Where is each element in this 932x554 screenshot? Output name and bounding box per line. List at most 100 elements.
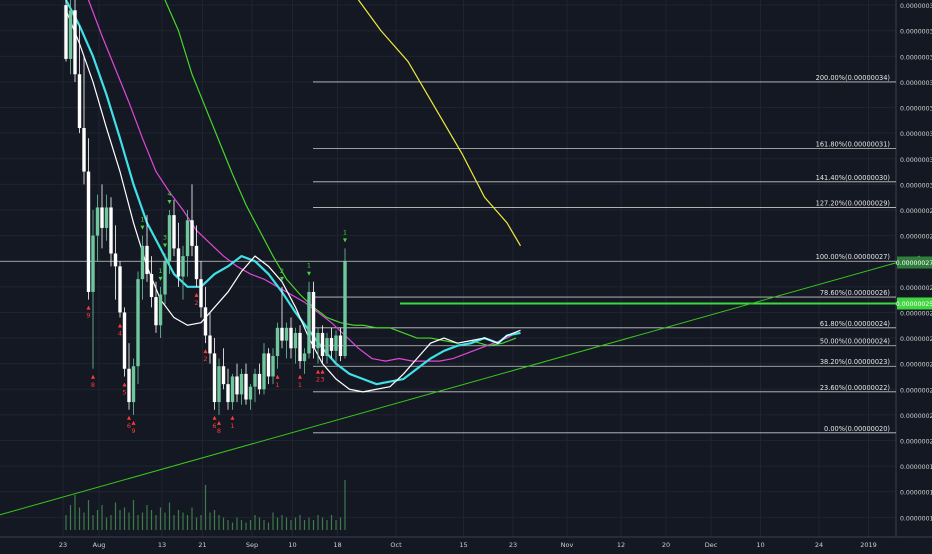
bearish-candle-body xyxy=(122,312,127,369)
td-count-label: 1 xyxy=(140,216,144,224)
volume-bar xyxy=(150,510,153,530)
price-tick-label: 0.00000032 xyxy=(900,131,932,138)
bearish-candle-body xyxy=(113,253,118,267)
td-count-label: 4 xyxy=(118,330,122,338)
volume-bar xyxy=(321,517,324,530)
td-arrow-down xyxy=(167,200,172,204)
horizontal-level-badge-label: 0.00000025 xyxy=(896,301,932,308)
volume-bar xyxy=(83,512,85,530)
volume-bar xyxy=(204,485,207,530)
volume-bar xyxy=(200,515,202,530)
bearish-candle-body xyxy=(100,207,104,228)
volume-bar xyxy=(173,515,175,530)
td-arrow-up xyxy=(86,305,91,310)
td-count-label: 2 xyxy=(280,267,284,275)
price-tick-label: 0.00000030 xyxy=(900,182,932,189)
volume-bar xyxy=(339,517,342,530)
fib-level-label: 78.60%(0.00000026) xyxy=(820,289,890,297)
bearish-candle-body xyxy=(226,384,230,403)
td-arrow-up xyxy=(194,292,199,297)
bullish-candle-body xyxy=(131,366,136,403)
grid-layer xyxy=(0,0,932,538)
volume-layer xyxy=(65,480,346,530)
time-tick-label: 12 xyxy=(617,541,625,549)
time-tick-label: 24 xyxy=(815,541,823,549)
bearish-candle-body xyxy=(82,128,86,172)
bearish-candle-body xyxy=(329,338,334,351)
volume-bar xyxy=(168,502,171,530)
bullish-candle-body xyxy=(302,353,307,362)
bearish-candle-body xyxy=(145,245,149,275)
price-tick-label: 0.00000024 xyxy=(900,336,932,343)
price-tick-label: 0.00000028 xyxy=(900,234,932,241)
td-arrow-down xyxy=(158,276,163,281)
time-tick-label: 20 xyxy=(662,541,670,549)
bearish-candle-body xyxy=(203,307,208,336)
bearish-candle-body xyxy=(77,74,82,129)
bullish-candle-body xyxy=(163,261,167,295)
bearish-candle-body xyxy=(194,245,199,280)
fib-level-label: 50.00%(0.00000024) xyxy=(820,338,890,346)
td-arrow-up xyxy=(122,382,127,387)
td-count-label: 6 xyxy=(127,422,131,430)
volume-bar xyxy=(218,515,220,530)
volume-bar xyxy=(258,517,261,530)
td-count-label: 3 xyxy=(163,234,167,242)
volume-bar xyxy=(227,520,229,530)
bearish-candle-body xyxy=(208,335,212,354)
bearish-candle-body xyxy=(109,207,113,254)
bullish-candle-body xyxy=(253,373,257,387)
bearish-candle-body xyxy=(244,373,248,400)
price-tick-label: 0.00000023 xyxy=(900,362,932,369)
bearish-candle-body xyxy=(118,266,122,313)
volume-bar xyxy=(344,480,346,530)
volume-bar xyxy=(276,517,279,530)
td-count-label: 2 xyxy=(203,355,207,363)
volume-bar xyxy=(177,510,180,530)
fib-level-label: 23.60%(0.00000022) xyxy=(820,384,890,392)
time-axis[interactable]: 23 Aug 13 21 Sep 10 18 Oct 15 23 Nov 12 20 Dec 10 24 201… xyxy=(59,541,877,549)
td-arrow-down xyxy=(140,225,145,230)
fib-level-label: 0.00%(0.00000020) xyxy=(824,425,890,433)
td-count-label: 1 xyxy=(298,381,302,389)
bullish-candle-body xyxy=(167,215,172,262)
bullish-candle-body xyxy=(248,386,253,400)
td-count-label: 8 xyxy=(217,427,221,435)
price-tick-label: 0.00000018 xyxy=(900,490,932,497)
td-count-label: 6 xyxy=(212,422,216,430)
bullish-candle-body xyxy=(91,235,95,292)
volume-bar xyxy=(222,517,225,530)
bullish-candle-body xyxy=(136,279,140,367)
moving-average-line xyxy=(358,0,522,247)
bearish-candle-body xyxy=(280,327,284,341)
time-tick-label: 21 xyxy=(198,541,206,549)
volume-bar xyxy=(87,500,90,530)
bearish-candle-body xyxy=(320,332,325,356)
bullish-candle-body xyxy=(271,355,275,377)
fib-level-label: 161.80%(0.00000031) xyxy=(816,141,890,149)
price-tick-label: 0.00000037 xyxy=(900,3,932,10)
volume-bar xyxy=(92,515,94,530)
bullish-candle-body xyxy=(293,332,298,349)
volume-bar xyxy=(330,515,333,530)
volume-bar xyxy=(254,515,256,530)
last-price-badge xyxy=(897,256,932,269)
td-arrow-up xyxy=(316,369,320,374)
price-tick-label: 0.00000031 xyxy=(900,157,932,164)
volume-bar xyxy=(191,507,193,530)
volume-bar xyxy=(240,520,243,530)
support-trendline xyxy=(0,255,921,516)
volume-bar xyxy=(101,505,103,530)
td-count-label: 1 xyxy=(275,381,279,389)
price-tick-label: 0.00000033 xyxy=(900,106,932,113)
volume-bar xyxy=(303,520,306,530)
time-tick-label: 2019 xyxy=(860,541,877,549)
price-tick-label: 0.00000022 xyxy=(900,387,932,394)
bearish-candle-body xyxy=(64,5,68,59)
fib-level-label: 127.20%(0.00000029) xyxy=(816,199,890,207)
bullish-candle-body xyxy=(158,294,163,326)
fib-level-label: 38.20%(0.00000023) xyxy=(820,358,890,366)
